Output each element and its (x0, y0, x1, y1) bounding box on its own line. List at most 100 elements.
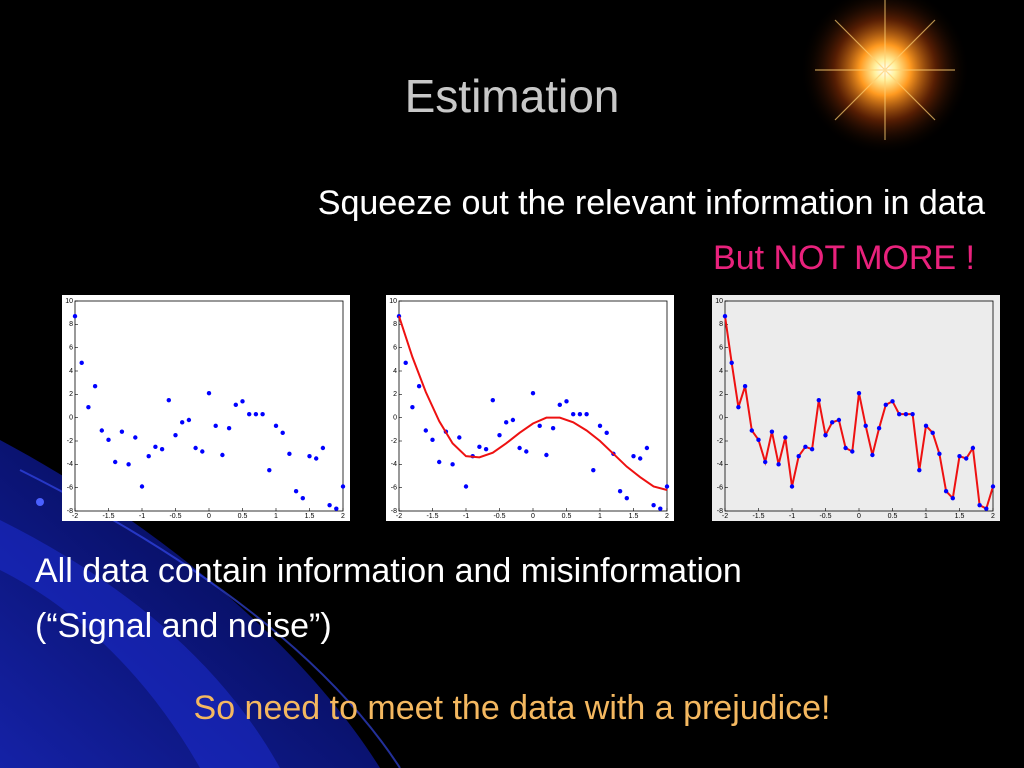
data-point (320, 445, 326, 451)
x-tick-label: 1.5 (955, 513, 965, 520)
data-point (483, 446, 489, 452)
data-point (930, 430, 935, 436)
x-tick-label: -0.5 (493, 513, 505, 520)
data-point (897, 411, 902, 417)
data-point (126, 462, 131, 467)
body-line: All data contain information and misinfo… (35, 552, 742, 590)
data-point (287, 451, 292, 457)
data-point (327, 502, 332, 508)
data-point (742, 383, 748, 389)
data-point (193, 445, 198, 451)
y-tick-label: 10 (65, 298, 73, 305)
data-point (943, 488, 949, 494)
y-tick-label: 2 (69, 391, 73, 398)
y-tick-label: 6 (719, 345, 723, 352)
data-point (577, 411, 583, 417)
swoosh (0, 520, 280, 768)
data-point (307, 453, 312, 459)
y-tick-label: 10 (389, 298, 397, 305)
data-point (749, 428, 754, 433)
x-tick-label: 1.5 (305, 513, 315, 520)
data-point (504, 420, 509, 425)
data-point (756, 437, 761, 443)
data-point (273, 423, 279, 429)
x-tick-label: 2 (991, 513, 995, 520)
data-point (86, 404, 91, 410)
x-tick-label: -0.5 (819, 513, 831, 520)
data-point (883, 402, 888, 408)
emphasis: But NOT MORE ! (713, 239, 975, 277)
data-point (789, 484, 795, 489)
data-point (557, 402, 562, 408)
x-tick-label: 0.5 (238, 513, 248, 520)
data-point (524, 449, 529, 454)
data-point (260, 411, 265, 417)
x-tick-label: 0 (207, 513, 211, 520)
x-tick-label: 2 (665, 513, 669, 520)
y-tick-label: 0 (719, 415, 723, 422)
data-point (213, 423, 218, 429)
data-point (240, 399, 245, 404)
data-point (796, 453, 801, 459)
y-tick-label: 0 (393, 415, 397, 422)
data-point (186, 417, 192, 423)
data-point (544, 452, 549, 458)
data-point (658, 506, 663, 511)
data-point (146, 453, 151, 459)
y-tick-label: -4 (67, 461, 73, 468)
data-point (917, 467, 922, 473)
x-tick-label: -2 (72, 513, 78, 520)
data-point (437, 459, 442, 465)
x-tick-label: -2 (396, 513, 402, 520)
data-point (970, 445, 976, 451)
y-tick-label: -2 (67, 438, 73, 445)
x-tick-label: -1 (789, 513, 795, 520)
data-point (267, 467, 272, 473)
data-point (809, 446, 815, 452)
y-tick-label: 6 (69, 345, 73, 352)
y-tick-label: -8 (717, 508, 723, 515)
data-point (923, 423, 929, 429)
chart: -8 -6 -4 -2 0 2 4 6 8 10 -2 -1.5 -1 -0.5 0 0.5 1 1.5 2 (712, 295, 1000, 521)
x-tick-label: 0 (857, 513, 861, 520)
conclusion: So need to meet the data with a prejudic… (194, 689, 831, 727)
data-point (497, 432, 502, 438)
data-point (816, 397, 821, 403)
data-point (863, 423, 868, 429)
data-point (803, 444, 808, 450)
data-point (876, 425, 882, 431)
data-point (450, 462, 455, 467)
x-tick-label: -2 (722, 513, 728, 520)
data-point (890, 399, 895, 404)
data-point (99, 428, 105, 433)
data-point (72, 313, 78, 319)
data-point (403, 360, 408, 366)
data-point (457, 435, 462, 440)
data-point (463, 484, 469, 489)
chart-background (712, 295, 1000, 521)
data-point (843, 445, 848, 451)
data-point (220, 452, 225, 458)
subtitle: Squeeze out the relevant information in … (318, 184, 985, 222)
data-point (180, 420, 185, 425)
x-tick-label: -1 (463, 513, 469, 520)
data-point (139, 484, 145, 489)
data-point (591, 467, 596, 473)
data-point (537, 423, 542, 429)
y-tick-label: 10 (715, 298, 723, 305)
data-point (79, 360, 84, 366)
data-point (769, 429, 775, 434)
chart: -8 -6 -4 -2 0 2 4 6 8 10 -2 -1.5 -1 -0.5 0 0.5 1 1.5 2 (386, 295, 674, 521)
y-tick-label: -8 (67, 508, 73, 515)
data-point (253, 411, 259, 417)
y-tick-label: 2 (393, 391, 397, 398)
data-point (836, 417, 842, 423)
data-point (280, 430, 285, 436)
data-point (490, 397, 495, 403)
x-tick-label: 2 (341, 513, 345, 520)
data-point (410, 404, 415, 410)
data-point (530, 390, 536, 396)
data-point (856, 390, 862, 396)
body-line: (“Signal and noise”) (35, 607, 332, 645)
sun-rays (815, 0, 955, 140)
